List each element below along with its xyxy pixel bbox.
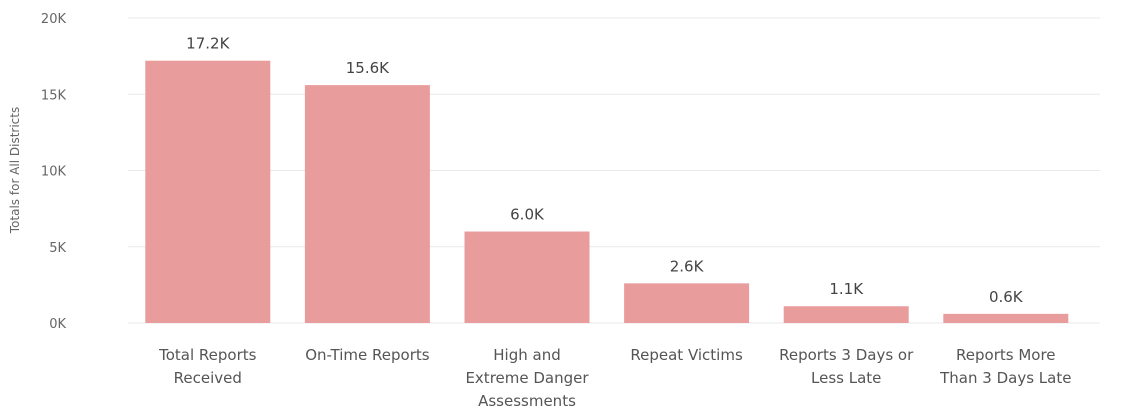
- y-axis-ticks: 0K 5K 10K 15K 20K: [41, 12, 67, 332]
- y-tick-label: 20K: [41, 12, 67, 27]
- y-tick-label: 5K: [49, 241, 66, 256]
- bar[interactable]: [943, 313, 1069, 323]
- bar[interactable]: [304, 85, 430, 323]
- category-label-line: Received: [174, 369, 242, 387]
- category-label: High and Extreme Danger Assessments: [465, 346, 589, 410]
- bar[interactable]: [464, 231, 590, 324]
- category-label-line: Extreme Danger: [465, 369, 589, 387]
- category-labels: Total Reports Received On-Time Reports High…: [158, 346, 1071, 410]
- category-label-line: Reports 3 Days or: [779, 346, 914, 364]
- y-tick-label: 15K: [41, 88, 67, 103]
- category-label: Total Reports Received: [158, 346, 257, 387]
- y-tick-label: 0K: [49, 317, 66, 332]
- gridlines: [128, 17, 1100, 324]
- category-label: Reports 3 Days or Less Late: [779, 346, 914, 387]
- y-axis-title: Totals for All Districts: [8, 107, 22, 234]
- bar-value-label: 6.0K: [510, 206, 545, 224]
- bar[interactable]: [783, 306, 909, 323]
- category-label: Reports More Than 3 Days Late: [939, 346, 1071, 387]
- category-label-line: High and: [493, 346, 560, 364]
- category-label-line: On-Time Reports: [305, 346, 430, 364]
- y-tick-label: 10K: [41, 165, 67, 180]
- bar-value-label: 0.6K: [989, 288, 1024, 306]
- bar-value-label: 2.6K: [670, 257, 705, 275]
- category-label-line: Total Reports: [158, 346, 257, 364]
- category-label-line: Less Late: [811, 369, 881, 387]
- data-labels: 17.2K 15.6K 6.0K 2.6K 1.1K 0.6K: [186, 35, 1024, 306]
- category-label-line: Repeat Victims: [630, 346, 743, 364]
- category-label-line: Than 3 Days Late: [939, 369, 1071, 387]
- category-label-line: Assessments: [478, 392, 576, 410]
- category-label-line: Reports More: [956, 346, 1056, 364]
- bars: [145, 60, 1069, 324]
- bar-value-label: 15.6K: [346, 59, 390, 77]
- category-label: On-Time Reports: [305, 346, 430, 364]
- bar[interactable]: [145, 60, 271, 323]
- category-label: Repeat Victims: [630, 346, 743, 364]
- bar-value-label: 1.1K: [829, 280, 864, 298]
- bar[interactable]: [624, 283, 750, 323]
- bar-value-label: 17.2K: [186, 35, 230, 53]
